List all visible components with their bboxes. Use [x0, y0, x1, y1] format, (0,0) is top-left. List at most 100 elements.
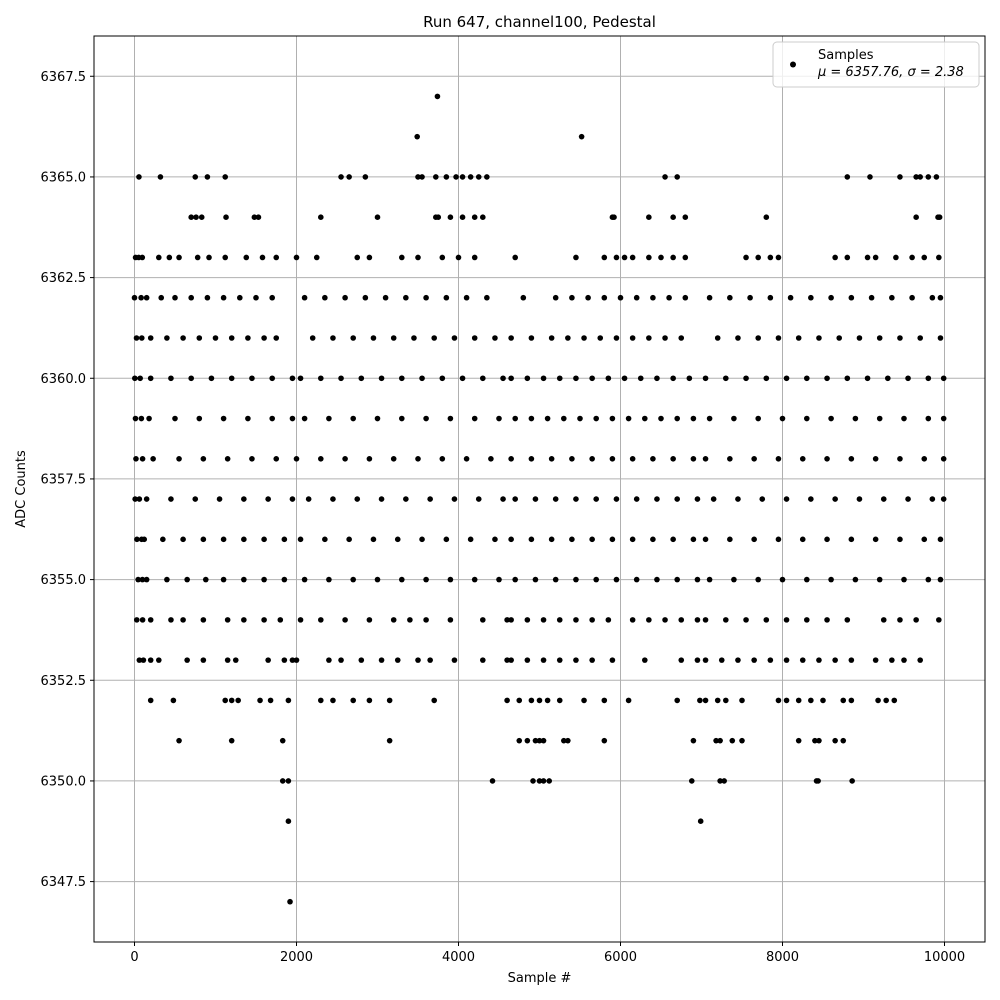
data-point [670, 254, 676, 261]
data-point [694, 576, 701, 583]
data-point [188, 294, 194, 301]
legend-box [772, 41, 980, 88]
data-point [828, 576, 834, 583]
data-point [176, 456, 182, 462]
data-point [172, 294, 178, 301]
data-point [504, 657, 510, 663]
data-point [617, 294, 624, 301]
data-point [184, 657, 190, 663]
data-point [925, 375, 932, 382]
data-point [241, 576, 247, 583]
data-point [654, 375, 660, 382]
data-point [723, 617, 729, 623]
data-point [407, 617, 413, 623]
data-point [301, 576, 308, 583]
data-point [706, 415, 713, 422]
data-point [496, 415, 502, 422]
data-point [512, 576, 518, 583]
data-point [670, 456, 676, 462]
data-point [243, 254, 250, 261]
data-point [528, 456, 535, 462]
data-point [727, 536, 733, 543]
data-point [540, 375, 547, 382]
y-axis-title: ADC Counts [14, 450, 29, 528]
data-point [609, 657, 616, 663]
data-point [338, 375, 344, 382]
data-point [390, 456, 397, 462]
data-point [423, 294, 429, 301]
y-tick-label: 6347.5 [41, 875, 87, 890]
data-point [795, 737, 802, 744]
legend-stats: μ = 6357.76, σ = 2.38 [817, 65, 964, 80]
y-tick-label: 6355.0 [41, 573, 87, 588]
data-point [350, 335, 357, 341]
data-points [131, 93, 947, 905]
data-point [419, 375, 425, 382]
data-point [799, 456, 806, 462]
data-point [297, 536, 304, 543]
data-point [836, 335, 842, 341]
data-point [326, 415, 332, 422]
data-point [492, 536, 498, 543]
data-point [686, 375, 693, 382]
data-point [629, 335, 636, 341]
data-point [731, 576, 737, 583]
data-point [342, 617, 348, 623]
data-point [936, 617, 942, 623]
data-point [905, 496, 911, 502]
data-point [646, 214, 652, 220]
data-point [828, 294, 834, 301]
data-point [755, 335, 761, 341]
data-point [799, 657, 806, 663]
legend: Samples μ = 6357.76, σ = 2.38 [772, 41, 980, 88]
data-point [937, 536, 944, 543]
data-point [804, 375, 810, 382]
data-point [654, 496, 660, 502]
data-point [228, 335, 235, 341]
data-point [670, 375, 676, 382]
data-point [414, 133, 420, 140]
data-point [241, 617, 247, 623]
data-point [864, 375, 871, 382]
data-point [451, 335, 458, 341]
data-point [200, 456, 207, 462]
data-point [662, 617, 668, 623]
data-point [731, 415, 737, 422]
y-tick-label: 6352.5 [41, 674, 87, 689]
data-point [581, 697, 587, 704]
data-point [637, 375, 644, 382]
data-point [136, 496, 143, 502]
data-point [330, 496, 336, 502]
data-point [901, 657, 907, 663]
data-point [378, 496, 385, 502]
data-point [589, 617, 595, 623]
data-point [849, 778, 855, 784]
data-point [799, 536, 806, 543]
data-point [293, 456, 300, 462]
data-point [840, 697, 847, 704]
data-point [508, 335, 514, 341]
data-point [386, 737, 393, 744]
data-point [338, 174, 344, 180]
data-point [940, 415, 947, 422]
data-point [366, 456, 373, 462]
data-point [544, 697, 551, 704]
data-point [694, 657, 701, 663]
data-point [532, 576, 539, 583]
data-point [815, 778, 821, 784]
data-point [601, 697, 608, 704]
data-point [467, 536, 474, 543]
data-point [143, 576, 150, 583]
data-point [322, 294, 328, 301]
data-point [844, 375, 851, 382]
data-point [674, 576, 680, 583]
data-point [573, 617, 579, 623]
data-point [259, 254, 266, 261]
grid-lines [94, 36, 985, 942]
data-point [613, 254, 620, 261]
data-point [832, 737, 838, 744]
data-point [313, 254, 320, 261]
data-point [516, 697, 523, 704]
data-point [146, 415, 152, 422]
